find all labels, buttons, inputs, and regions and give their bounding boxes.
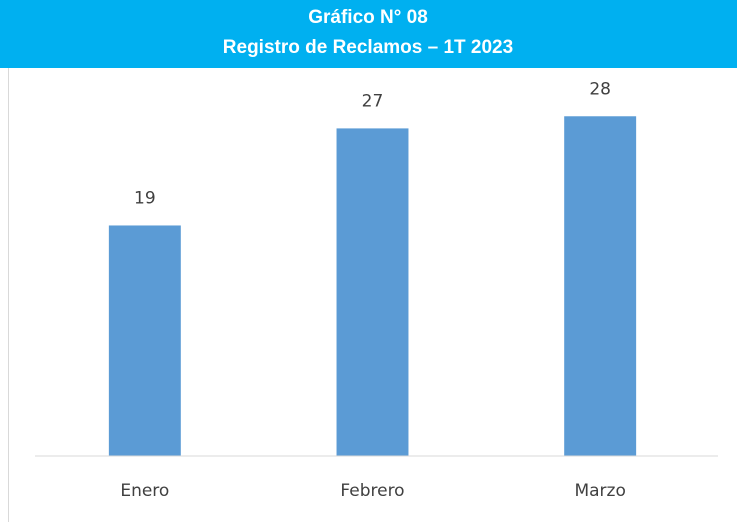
data-label: 27: [362, 91, 384, 111]
bar: [564, 116, 637, 457]
data-label: 28: [589, 79, 611, 99]
chart-title: Gráfico N° 08: [308, 7, 428, 28]
x-tick-label: Febrero: [340, 481, 404, 501]
chart-subtitle: Registro de Reclamos – 1T 2023: [223, 37, 513, 58]
title-banner: [0, 0, 737, 68]
data-label: 19: [134, 188, 156, 208]
x-tick-label: Marzo: [574, 481, 625, 501]
x-tick-label: Enero: [120, 481, 169, 501]
bar: [336, 128, 409, 456]
bar: [108, 225, 181, 456]
